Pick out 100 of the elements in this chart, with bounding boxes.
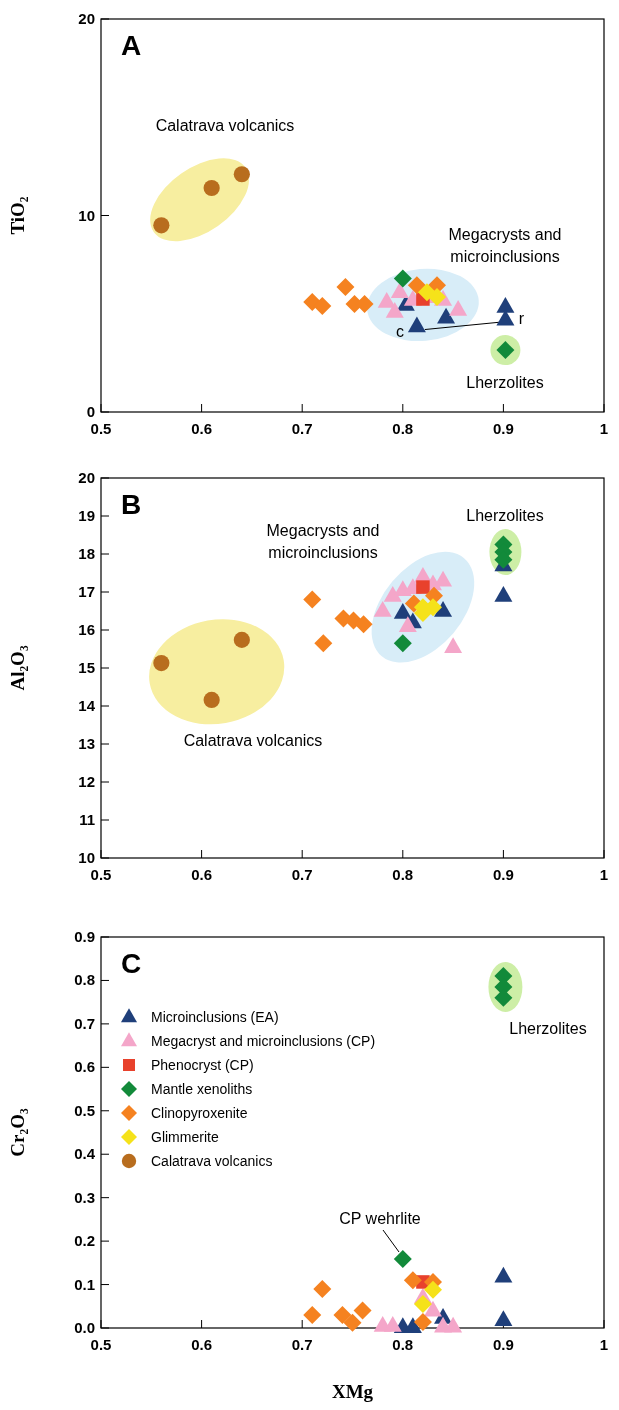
y-tick-label: 0 <box>86 403 95 420</box>
x-tick-label: 0.8 <box>392 1336 414 1353</box>
y-axis-title: TiO₂ <box>7 196 28 235</box>
point <box>413 1295 432 1314</box>
legend-label: Glimmerite <box>151 1129 219 1145</box>
point <box>343 1313 362 1332</box>
y-tick-label: 20 <box>78 10 95 27</box>
y-tick-label: 0.3 <box>74 1188 95 1206</box>
annotation: Calatrava volcanics <box>155 117 295 134</box>
annotation: Megacrysts and microinclusions <box>266 522 380 561</box>
annotation: c <box>395 322 404 340</box>
point <box>314 634 333 653</box>
point <box>494 1266 513 1283</box>
x-tick-label: 0.5 <box>90 866 112 883</box>
y-tick-label: 17 <box>78 583 95 600</box>
annotation: Calatrava volcanics <box>183 732 323 749</box>
annotation: Lherzolites <box>466 374 544 391</box>
point <box>413 1312 432 1331</box>
point <box>423 1280 442 1299</box>
point <box>390 282 409 298</box>
y-tick-label: 0.7 <box>74 1014 95 1032</box>
x-tick-label: 1 <box>599 866 609 883</box>
point <box>303 1305 322 1324</box>
y-tick-label: 10 <box>78 206 95 224</box>
point <box>383 1315 402 1332</box>
point <box>354 615 373 634</box>
point <box>313 296 332 315</box>
y-tick-label: 0.6 <box>74 1058 95 1076</box>
point <box>385 301 404 318</box>
point <box>203 691 220 709</box>
point <box>494 1310 513 1327</box>
x-tick-label: 0.6 <box>191 1336 213 1353</box>
x-tick-label: 0.6 <box>191 866 213 883</box>
y-tick-label: 19 <box>78 507 95 524</box>
x-tick-label: 0.8 <box>392 866 414 883</box>
y-tick-label: 0.8 <box>74 971 95 989</box>
x-tick-label: 1 <box>599 1336 609 1353</box>
x-tick-label: 0.5 <box>90 1336 112 1353</box>
chart-title: B <box>121 489 142 520</box>
point <box>336 278 355 297</box>
y-tick-label: 0.2 <box>74 1232 95 1250</box>
point <box>393 603 412 619</box>
annotation: Lherzolites <box>466 507 544 524</box>
point <box>403 1271 422 1290</box>
point <box>428 288 446 307</box>
point <box>233 166 250 183</box>
y-tick-label: 12 <box>78 773 95 790</box>
point <box>383 585 402 602</box>
x-tick-label: 0.6 <box>191 420 213 437</box>
point <box>398 616 417 633</box>
point <box>153 217 170 234</box>
y-tick-label: 0.9 <box>74 928 95 945</box>
point <box>203 179 220 197</box>
x-tick-label: 0.7 <box>291 420 313 437</box>
y-axis-title: Al₂O₃ <box>7 645 28 691</box>
point <box>449 299 468 316</box>
y-tick-label: 20 <box>78 469 95 486</box>
point <box>393 1249 412 1268</box>
y-tick-label: 0.5 <box>74 1101 95 1119</box>
point <box>494 585 513 602</box>
point <box>373 601 392 617</box>
x-tick-label: 0.9 <box>492 866 514 883</box>
x-tick-label: 0.9 <box>492 1336 514 1353</box>
y-tick-label: 14 <box>78 697 96 714</box>
point <box>444 1316 463 1333</box>
x-tick-label: 1 <box>599 420 609 437</box>
y-tick-label: 15 <box>78 659 95 676</box>
x-tick-label: 0.7 <box>291 866 313 883</box>
chart-title: A <box>121 30 142 61</box>
y-tick-label: 0.0 <box>74 1319 95 1336</box>
annotation: Megacrysts and microinclusions <box>448 226 562 265</box>
annotation: Lherzolites <box>509 1020 587 1037</box>
annotation: r <box>518 309 525 327</box>
annotation: CP wehrlite <box>339 1210 421 1227</box>
y-tick-label: 0.4 <box>74 1145 96 1163</box>
y-axis-title: Cr₂O₃ <box>7 1108 28 1157</box>
point <box>416 580 430 594</box>
point <box>437 307 456 324</box>
y-tick-label: 10 <box>78 849 95 866</box>
legend-label: Calatrava volcanics <box>151 1153 273 1169</box>
point <box>393 634 412 653</box>
point <box>444 637 463 653</box>
point <box>393 269 412 288</box>
y-tick-label: 18 <box>78 545 95 562</box>
y-tick-label: 16 <box>78 621 95 638</box>
point <box>407 316 426 333</box>
point <box>353 1301 372 1320</box>
point <box>333 1305 352 1324</box>
x-axis-title: XMg <box>331 1381 374 1402</box>
point <box>377 292 396 308</box>
y-tick-label: 0.1 <box>74 1275 95 1293</box>
legend-label: Mantle xenoliths <box>151 1081 253 1097</box>
point <box>233 631 250 648</box>
x-tick-label: 0.7 <box>291 1336 313 1353</box>
legend-label: Microinclusions (EA) <box>151 1009 279 1025</box>
point <box>313 1279 332 1298</box>
x-tick-label: 0.8 <box>392 420 414 437</box>
point <box>407 276 426 295</box>
x-tick-label: 0.5 <box>90 420 112 437</box>
point <box>303 590 322 609</box>
